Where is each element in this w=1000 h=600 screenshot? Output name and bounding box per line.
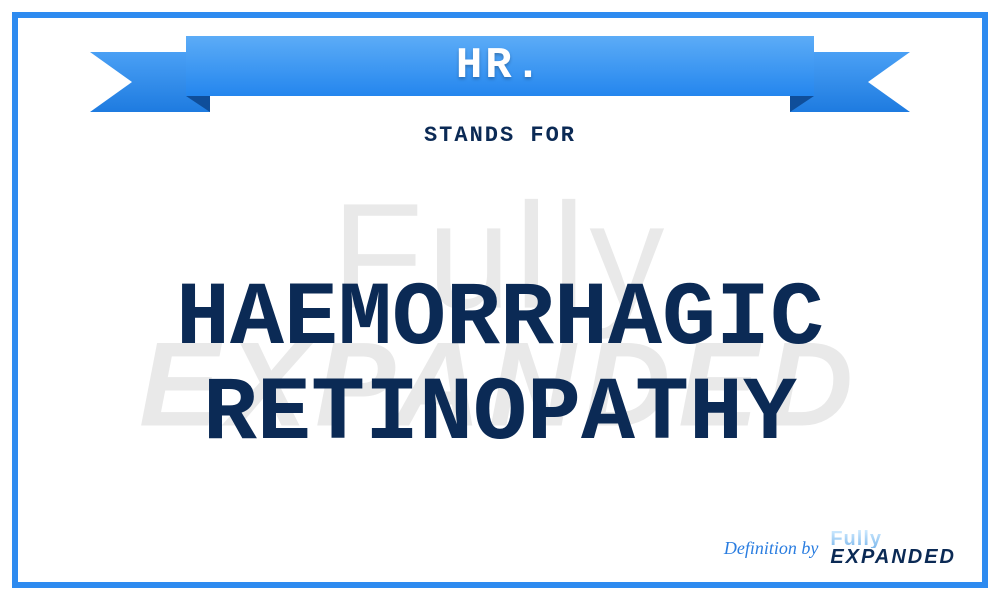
ribbon-fold-left <box>186 96 210 112</box>
stands-for-label: STANDS FOR <box>18 123 982 148</box>
footer: Definition by Fully EXPANDED <box>724 530 956 566</box>
ribbon-banner: HR. <box>90 36 910 116</box>
footer-logo: Fully EXPANDED <box>830 530 956 566</box>
definition-text: HAEMORRHAGIC RETINOPATHY <box>48 273 952 462</box>
card-frame: Fully EXPANDED HR. STANDS FOR HAEMORRHAG… <box>12 12 988 588</box>
acronym-text: HR. <box>456 44 544 88</box>
ribbon-fold-right <box>790 96 814 112</box>
definition-by-label: Definition by <box>724 538 818 559</box>
footer-logo-line2: EXPANDED <box>830 548 956 566</box>
ribbon-center: HR. <box>186 36 814 96</box>
